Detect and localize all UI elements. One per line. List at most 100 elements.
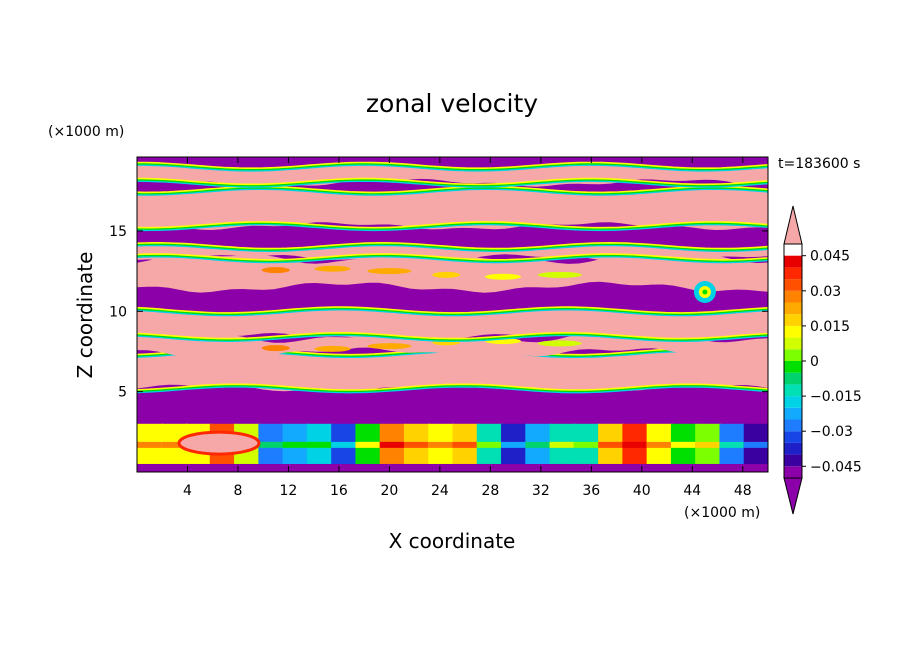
- band-edge-high-5-0: [137, 308, 768, 317]
- plot-frame: [136, 156, 769, 473]
- mixed-patch-7-4: [484, 273, 521, 280]
- x-axis: 4 8 12 16 20 24 28 32 36 40 44 48: [183, 157, 752, 499]
- mixed-patch-7-3: [432, 271, 461, 278]
- shear-stripe-13: [452, 441, 479, 448]
- shear-stripe-19: [598, 441, 625, 448]
- x-unit-label: (×1000 m): [684, 505, 760, 521]
- colorbar-swatch-7: [784, 384, 802, 397]
- shear-stripe-5: [258, 441, 285, 448]
- colorbar-swatch-5: [784, 407, 802, 420]
- colorbar-swatch-16: [784, 279, 802, 291]
- colorbar-swatch-8: [784, 372, 802, 385]
- mixed-patch-4-2: [367, 343, 412, 350]
- colorbar-swatch-15: [784, 290, 802, 303]
- band-positive-5: [137, 307, 768, 341]
- band-edge-high-5-2: [137, 306, 768, 314]
- mixed-patch-7-2: [367, 268, 412, 275]
- mixed-patch-4-1: [314, 345, 351, 352]
- shear-stripe-0: [137, 441, 164, 448]
- shear-stripe-10: [379, 441, 406, 448]
- colorbar-swatch-9: [784, 361, 802, 373]
- colorbar-label-1: 0.03: [810, 284, 841, 300]
- shear-stripe-20: [622, 441, 649, 448]
- shear-stripe-24: [719, 441, 746, 448]
- colorbar-label-3: 0: [810, 354, 819, 370]
- vortex-core: [702, 289, 708, 295]
- band-edge-low-3-0: [137, 385, 768, 394]
- x-tick-label-5: 24: [431, 483, 449, 499]
- band-edge-low-8-0: [137, 255, 768, 264]
- colorbar-swatch-13: [784, 314, 802, 326]
- y-axis-title: Z coordinate: [73, 252, 97, 379]
- colorbar-swatch-3: [784, 431, 802, 443]
- shear-stripe-15: [501, 441, 528, 448]
- time-label: t=183600 s: [778, 156, 860, 172]
- colorbar-label-4: −0.015: [810, 389, 862, 405]
- colorbar-swatch-6: [784, 396, 802, 408]
- band-edge-low-3-1: [137, 384, 768, 393]
- shear-eddy: [177, 430, 261, 456]
- colorbar-swatch-11: [784, 337, 802, 350]
- colorbar-swatch-14: [784, 302, 802, 315]
- shear-stripe-1: [161, 441, 188, 448]
- colorbar-swatch-12: [784, 325, 802, 338]
- colorbar-label-6: −0.045: [810, 459, 862, 475]
- colorbar-over-arrow: [783, 205, 803, 245]
- shear-stripe-9: [355, 441, 382, 448]
- x-tick-label-4: 20: [380, 483, 398, 499]
- x-tick-label-11: 48: [734, 483, 752, 499]
- x-tick-label-9: 40: [633, 483, 651, 499]
- band-edge-high-8-1: [137, 243, 768, 251]
- band-edge-high-5-1: [137, 307, 768, 316]
- band-edge-high-12-0: [137, 164, 768, 172]
- band-edge-low-5-0: [137, 334, 768, 343]
- colorbar-swatch-17: [784, 267, 802, 280]
- shear-stripe-14: [476, 441, 504, 448]
- colorbar-swatch-4: [784, 419, 802, 432]
- band-edge-high-10-1: [137, 187, 768, 195]
- shear-stripe-6: [282, 441, 309, 448]
- shear-stripe-8: [331, 441, 358, 448]
- y-tick-label-1: 10: [109, 304, 127, 320]
- shear-stripe-17: [549, 441, 576, 448]
- band-positive-10: [137, 186, 768, 230]
- colorbar-swatch-10: [784, 349, 802, 361]
- band-edge-low-12-0: [137, 180, 768, 188]
- colorbar-swatch-0: [784, 466, 802, 478]
- colorbar-label-0: 0.045: [810, 249, 850, 265]
- band-edge-low-12-1: [137, 178, 768, 187]
- mixed-patch-7-0: [261, 267, 290, 274]
- colorbar-swatch-1: [784, 454, 802, 467]
- plot-area: [137, 157, 768, 472]
- mixed-patch-4-5: [537, 340, 582, 347]
- x-tick-label-0: 4: [183, 483, 192, 499]
- colorbar-label-5: −0.03: [810, 424, 853, 440]
- band-edge-high-12-1: [137, 163, 768, 171]
- band-edge-high-8-0: [137, 244, 768, 253]
- mixed-patch-7-5: [537, 271, 582, 278]
- chart-title: zonal velocity: [366, 89, 538, 118]
- mixed-patch-4-0: [261, 345, 290, 352]
- x-tick-label-3: 16: [330, 483, 348, 499]
- colorbar-swatch-2: [784, 442, 802, 455]
- band-edge-low-10-0: [137, 223, 768, 232]
- colorbar-label-2: 0.015: [810, 319, 850, 335]
- y-axis: 5 10 15: [109, 224, 768, 401]
- band-edge-low-8-2: [137, 253, 768, 261]
- y-tick-label-2: 15: [109, 224, 127, 240]
- shear-stripe-7: [306, 441, 334, 448]
- x-tick-label-6: 28: [481, 483, 499, 499]
- x-tick-label-2: 12: [280, 483, 298, 499]
- colorbar: 0.045 0.03 0.015 0 −0.015 −0.03 −0.045: [783, 205, 862, 515]
- band-edge-low-10-1: [137, 222, 768, 230]
- shear-stripe-22: [670, 441, 698, 448]
- shear-stripe-25: [743, 441, 768, 448]
- band-edge-low-8-1: [137, 254, 768, 262]
- shear-stripe-11: [403, 441, 431, 448]
- colorbar-under-arrow: [783, 477, 803, 515]
- x-tick-label-7: 32: [532, 483, 550, 499]
- x-axis-title: X coordinate: [389, 529, 516, 553]
- mixed-patch-7-1: [314, 265, 351, 272]
- shear-stripe-12: [428, 441, 455, 448]
